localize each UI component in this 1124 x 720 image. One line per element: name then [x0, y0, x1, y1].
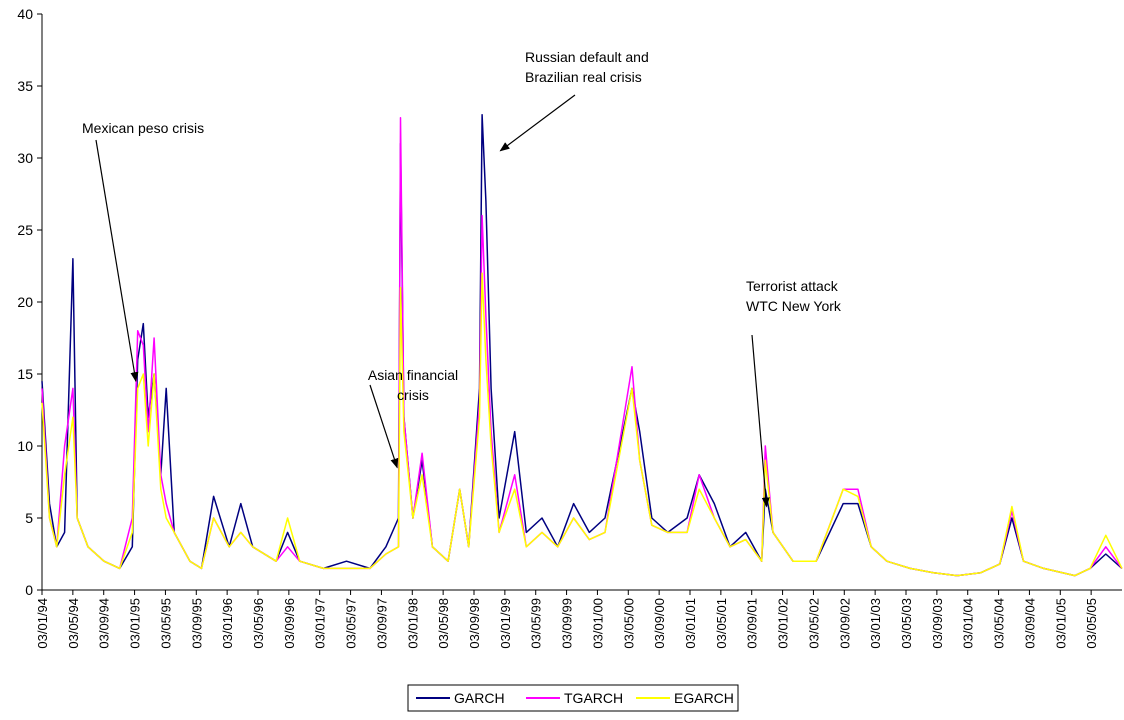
x-tick-label: 03/09/96: [282, 598, 297, 649]
x-tick-label: 03/01/05: [1053, 598, 1068, 649]
annotation-arrow: [499, 94, 576, 152]
x-tick-label: 03/09/03: [930, 598, 945, 649]
annotation-label: Brazilian real crisis: [525, 69, 642, 85]
legend-box: [407, 684, 739, 712]
x-tick-label: 03/05/97: [344, 598, 359, 649]
x-tick-label: 03/01/99: [498, 598, 513, 649]
x-tick-label: 03/09/99: [560, 598, 575, 649]
x-tick-label: 03/05/98: [436, 598, 451, 649]
x-tick-label: 03/01/04: [961, 598, 976, 649]
x-tick-label: 03/05/94: [66, 598, 81, 649]
x-tick-label: 03/09/98: [467, 598, 482, 649]
x-tick-label: 03/05/96: [251, 598, 266, 649]
x-tick-label: 03/05/05: [1084, 598, 1099, 649]
series-line-tgarch: [41, 116, 1123, 577]
y-tick-label: 40: [17, 6, 33, 22]
annotation-label: Mexican peso crisis: [82, 120, 204, 136]
x-tick-label: 03/01/00: [590, 598, 605, 649]
y-tick-label: 20: [17, 294, 33, 310]
legend-label-tgarch: TGARCH: [564, 690, 623, 706]
y-tick-label: 30: [17, 150, 33, 166]
x-tick-label: 03/05/02: [806, 598, 821, 649]
x-tick-label: 03/09/00: [652, 598, 667, 649]
x-tick-label: 03/01/96: [220, 598, 235, 649]
x-tick-label: 03/05/03: [899, 598, 914, 649]
x-tick-label: 03/01/94: [35, 598, 50, 649]
x-tick-label: 03/01/01: [683, 598, 698, 649]
annotation-label: Russian default and: [525, 49, 649, 65]
x-tick-label: 03/09/01: [745, 598, 760, 649]
x-tick-label: 03/09/02: [837, 598, 852, 649]
annotation-label: WTC New York: [746, 298, 842, 314]
annotation-arrow: [95, 139, 139, 383]
legend-label-garch: GARCH: [454, 690, 505, 706]
x-tick-label: 03/01/95: [128, 598, 143, 649]
x-tick-label: 03/05/04: [992, 598, 1007, 649]
x-tick-label: 03/01/02: [776, 598, 791, 649]
x-tick-label: 03/01/03: [868, 598, 883, 649]
x-tick-label: 03/05/00: [621, 598, 636, 649]
series-line-garch: [41, 114, 1123, 577]
x-tick-label: 03/01/97: [313, 598, 328, 649]
y-tick-label: 15: [17, 366, 33, 382]
x-tick-label: 03/09/95: [189, 598, 204, 649]
annotation-label: Asian financial: [368, 367, 458, 383]
x-tick-label: 03/09/04: [1022, 598, 1037, 649]
x-tick-label: 03/05/01: [714, 598, 729, 649]
x-tick-label: 03/09/97: [374, 598, 389, 649]
x-tick-label: 03/09/94: [97, 598, 112, 649]
annotation-arrow: [369, 384, 399, 469]
y-tick-label: 25: [17, 222, 33, 238]
annotation-label: Terrorist attack: [746, 278, 839, 294]
x-tick-label: 03/05/95: [158, 598, 173, 649]
y-tick-label: 10: [17, 438, 33, 454]
y-tick-label: 0: [25, 582, 33, 598]
y-tick-label: 5: [25, 510, 33, 526]
annotation-arrow: [751, 334, 770, 508]
annotation-label: crisis: [397, 387, 429, 403]
x-tick-label: 03/01/98: [405, 598, 420, 649]
series-line-egarch: [41, 272, 1123, 577]
x-tick-label: 03/05/99: [529, 598, 544, 649]
legend-label-egarch: EGARCH: [674, 690, 734, 706]
y-tick-label: 35: [17, 78, 33, 94]
